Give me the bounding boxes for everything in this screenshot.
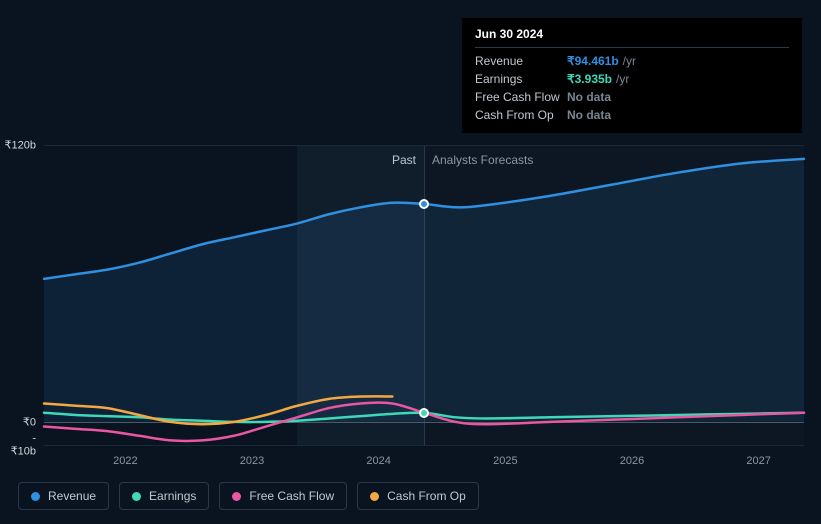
marker-revenue <box>419 199 429 209</box>
tooltip-date: Jun 30 2024 <box>475 27 789 48</box>
legend-label: Free Cash Flow <box>249 489 334 503</box>
tooltip-row: Free Cash FlowNo data <box>475 88 789 106</box>
x-tick-label: 2025 <box>493 455 517 467</box>
legend-swatch <box>132 492 141 501</box>
x-tick-label: 2026 <box>620 455 644 467</box>
y-tick-label: -₹10b <box>11 433 36 458</box>
tooltip-row-value: ₹94.461b <box>567 52 619 70</box>
legend-swatch <box>232 492 241 501</box>
tooltip-row-label: Free Cash Flow <box>475 88 567 106</box>
gridline <box>44 445 804 446</box>
chart-tooltip: Jun 30 2024 Revenue₹94.461b/yrEarnings₹3… <box>462 18 802 133</box>
plot-area[interactable]: PastAnalysts Forecasts <box>44 145 804 445</box>
legend-item-fcf[interactable]: Free Cash Flow <box>219 482 347 510</box>
tooltip-row-label: Revenue <box>475 52 567 70</box>
x-tick-label: 2027 <box>746 455 770 467</box>
tooltip-row-label: Cash From Op <box>475 106 567 124</box>
legend-swatch <box>31 492 40 501</box>
financials-chart: PastAnalysts Forecasts Jun 30 2024 Reven… <box>18 0 804 445</box>
tooltip-row: Revenue₹94.461b/yr <box>475 52 789 70</box>
legend-label: Revenue <box>48 489 96 503</box>
series-layer <box>44 145 804 445</box>
tooltip-row-label: Earnings <box>475 70 567 88</box>
y-tick-label: ₹0 <box>23 415 36 428</box>
tooltip-row-value: ₹3.935b <box>567 70 612 88</box>
x-tick-label: 2024 <box>366 455 390 467</box>
legend-swatch <box>370 492 379 501</box>
tooltip-row-value: No data <box>567 88 611 106</box>
tooltip-row: Earnings₹3.935b/yr <box>475 70 789 88</box>
legend-label: Earnings <box>149 489 196 503</box>
legend-item-revenue[interactable]: Revenue <box>18 482 109 510</box>
marker-earnings <box>419 408 429 418</box>
legend-item-cfo[interactable]: Cash From Op <box>357 482 479 510</box>
y-tick-label: ₹120b <box>5 139 36 152</box>
tooltip-row-unit: /yr <box>616 70 629 88</box>
x-tick-label: 2022 <box>113 455 137 467</box>
legend-label: Cash From Op <box>387 489 466 503</box>
tooltip-row-value: No data <box>567 106 611 124</box>
x-tick-label: 2023 <box>240 455 264 467</box>
tooltip-row-unit: /yr <box>623 52 636 70</box>
legend-item-earnings[interactable]: Earnings <box>119 482 209 510</box>
tooltip-row: Cash From OpNo data <box>475 106 789 124</box>
chart-legend: Revenue Earnings Free Cash Flow Cash From O… <box>18 482 479 510</box>
